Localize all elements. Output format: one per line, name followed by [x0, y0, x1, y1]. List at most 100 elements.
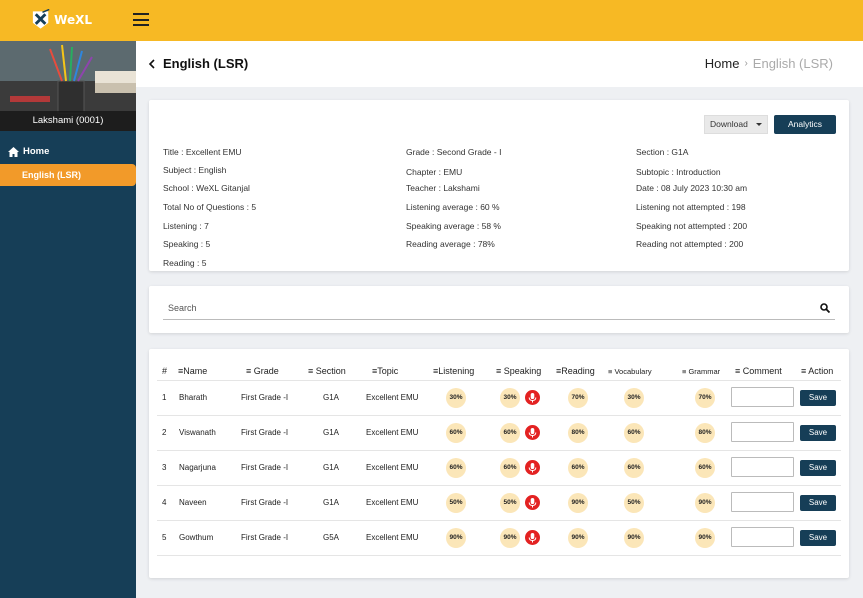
speaking-score-badge[interactable]: 60%: [500, 457, 520, 478]
students-table: # ≡Name ≡ Grade ≡ Section ≡Topic ≡Listen…: [149, 349, 849, 578]
microphone-icon[interactable]: [525, 424, 540, 440]
breadcrumb-separator-icon: ›: [744, 58, 748, 69]
sidebar-item-home[interactable]: Home: [8, 146, 49, 157]
save-button[interactable]: Save: [800, 529, 836, 546]
grammar-score-badge[interactable]: 90%: [695, 492, 715, 513]
row-divider: [157, 555, 841, 556]
save-button[interactable]: Save: [800, 389, 836, 406]
student-name: Bharath: [179, 392, 208, 402]
search-card: [149, 286, 849, 333]
listening-score-badge[interactable]: 60%: [446, 422, 466, 443]
listening-score-badge[interactable]: 60%: [446, 457, 466, 478]
info-listening: Listening : 7: [163, 221, 209, 231]
vocabulary-score-badge[interactable]: 50%: [624, 492, 644, 513]
row-divider: [157, 450, 841, 451]
column-header-grammar[interactable]: ≡ Grammar: [682, 367, 721, 376]
column-header-name[interactable]: ≡Name: [178, 366, 208, 376]
listening-score-badge[interactable]: 50%: [446, 492, 466, 513]
info-reading-not-attempted: Reading not attempted : 200: [636, 239, 744, 249]
listening-score-badge[interactable]: 30%: [446, 387, 466, 408]
grammar-score-badge[interactable]: 70%: [695, 387, 715, 408]
reading-score-badge[interactable]: 90%: [568, 527, 588, 548]
sidebar-item-english-lsr[interactable]: English (LSR): [0, 164, 136, 186]
grammar-score-badge[interactable]: 60%: [695, 457, 715, 478]
column-header-speaking[interactable]: ≡ Speaking: [496, 366, 542, 376]
info-grade: Grade : Second Grade - I: [406, 147, 502, 157]
microphone-icon[interactable]: [525, 529, 540, 545]
info-title: Title : Excellent EMU: [163, 147, 242, 157]
search-icon[interactable]: [820, 303, 830, 313]
column-header-action[interactable]: ≡ Action: [801, 366, 834, 376]
row-divider: [157, 520, 841, 521]
speaking-score-badge[interactable]: 90%: [500, 527, 520, 548]
download-label: Download: [710, 119, 748, 129]
student-section: G1A: [323, 497, 340, 507]
back-chevron-icon[interactable]: [146, 57, 158, 71]
row-number: 2: [162, 427, 167, 437]
save-button[interactable]: Save: [800, 424, 836, 441]
vocabulary-score-badge[interactable]: 90%: [624, 527, 644, 548]
column-header-vocabulary[interactable]: ≡ Vocabulary: [608, 367, 652, 376]
menu-toggle-icon[interactable]: [133, 13, 149, 27]
info-listening-average: Listening average : 60 %: [406, 202, 500, 212]
info-subject: Subject : English: [163, 165, 227, 175]
comment-input[interactable]: [731, 456, 794, 477]
logo-x-icon: [32, 9, 50, 29]
row-number: 5: [162, 532, 167, 542]
column-header-reading[interactable]: ≡Reading: [556, 366, 595, 376]
speaking-score-badge[interactable]: 30%: [500, 387, 520, 408]
student-name: Viswanath: [179, 427, 216, 437]
column-header-topic[interactable]: ≡Topic: [372, 366, 399, 376]
row-divider: [157, 415, 841, 416]
column-header-grade[interactable]: ≡ Grade: [246, 366, 279, 376]
reading-score-badge[interactable]: 60%: [568, 457, 588, 478]
sidebar-item-label: Home: [23, 146, 50, 157]
save-button[interactable]: Save: [800, 494, 836, 511]
column-header-section[interactable]: ≡ Section: [308, 366, 346, 376]
save-button[interactable]: Save: [800, 459, 836, 476]
breadcrumb-home[interactable]: Home: [704, 56, 740, 71]
grammar-score-badge[interactable]: 80%: [695, 422, 715, 443]
vocabulary-score-badge[interactable]: 60%: [624, 422, 644, 443]
reading-score-badge[interactable]: 90%: [568, 492, 588, 513]
student-grade: First Grade -I: [241, 427, 289, 437]
microphone-icon[interactable]: [525, 494, 540, 510]
student-grade: First Grade -I: [241, 532, 289, 542]
grammar-score-badge[interactable]: 90%: [695, 527, 715, 548]
reading-score-badge[interactable]: 80%: [568, 422, 588, 443]
student-section: G1A: [323, 392, 340, 402]
comment-input[interactable]: [731, 386, 794, 407]
info-speaking-not-attempted: Speaking not attempted : 200: [636, 221, 748, 231]
comment-input[interactable]: [731, 526, 794, 547]
comment-input[interactable]: [731, 491, 794, 512]
student-name: Gowthum: [179, 532, 214, 542]
microphone-icon[interactable]: [525, 459, 540, 475]
info-speaking: Speaking : 5: [163, 239, 211, 249]
assessment-info-card: Download Analytics Title : Excellent EMU…: [149, 100, 849, 271]
speaking-score-badge[interactable]: 60%: [500, 422, 520, 443]
column-header-comment[interactable]: ≡ Comment: [735, 366, 782, 376]
student-grade: First Grade -I: [241, 392, 289, 402]
search-input[interactable]: [163, 296, 835, 320]
download-dropdown[interactable]: Download: [704, 115, 768, 134]
listening-score-badge[interactable]: 90%: [446, 527, 466, 548]
row-number: 1: [162, 392, 167, 402]
vocabulary-score-badge[interactable]: 30%: [624, 387, 644, 408]
row-divider: [157, 485, 841, 486]
breadcrumb-current: English (LSR): [752, 56, 833, 71]
profile-name: Lakshami (0001): [0, 111, 136, 131]
info-chapter: Chapter : EMU: [406, 167, 463, 177]
info-reading-average: Reading average : 78%: [406, 239, 495, 249]
comment-input[interactable]: [731, 421, 794, 442]
info-date: Date : 08 July 2023 10:30 am: [636, 183, 748, 193]
analytics-button[interactable]: Analytics: [774, 115, 836, 134]
profile-banner: Lakshami (0001): [0, 41, 136, 131]
reading-score-badge[interactable]: 70%: [568, 387, 588, 408]
brand-logo[interactable]: WeXL: [30, 7, 92, 33]
microphone-icon[interactable]: [525, 389, 540, 405]
vocabulary-score-badge[interactable]: 60%: [624, 457, 644, 478]
brand-name: WeXL: [54, 13, 92, 27]
column-header-listening[interactable]: ≡Listening: [433, 366, 475, 376]
student-topic: Excellent EMU: [366, 532, 419, 542]
speaking-score-badge[interactable]: 50%: [500, 492, 520, 513]
